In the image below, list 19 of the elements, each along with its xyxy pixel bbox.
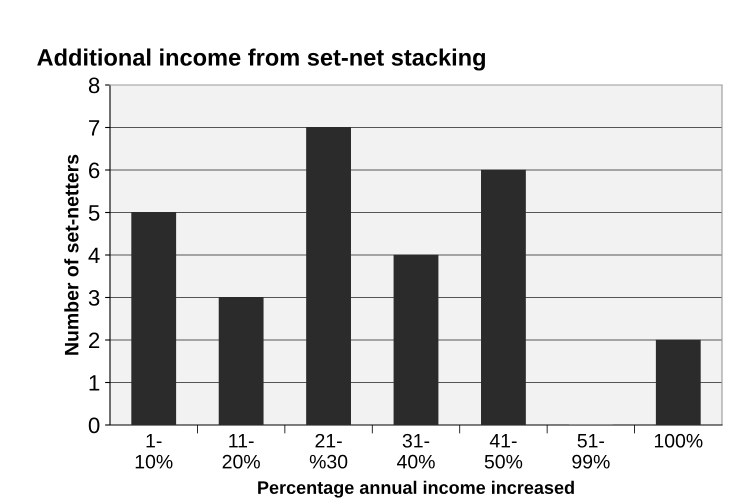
- y-tick-label: 2: [89, 332, 100, 348]
- y-tick-label: 8: [88, 78, 100, 94]
- x-tick-label: 11- 20%: [222, 434, 260, 469]
- x-tick-label: 31- 40%: [396, 434, 435, 469]
- y-tick-label: 1: [90, 375, 100, 391]
- y-tick-label: 7: [89, 120, 100, 136]
- x-tick-label: 100%: [654, 434, 702, 448]
- x-tick-label: 1- 10%: [136, 434, 172, 469]
- y-tick-label: 6: [89, 162, 100, 178]
- y-tick-label: 4: [88, 248, 100, 264]
- chart-title: Additional income from set-net stacking: [37, 48, 485, 71]
- x-tick-label: 41- 50%: [484, 434, 522, 469]
- x-tick-label: 21- %30: [310, 434, 348, 469]
- x-tick-label: 51- 99%: [572, 434, 610, 469]
- y-tick-label: 0: [88, 418, 100, 434]
- y-tick-label: 3: [88, 290, 100, 306]
- y-tick-label: 5: [88, 205, 100, 221]
- y-axis-title: Number of set-netters: [64, 154, 79, 355]
- x-axis-title: Percentage annual income increased: [258, 480, 574, 498]
